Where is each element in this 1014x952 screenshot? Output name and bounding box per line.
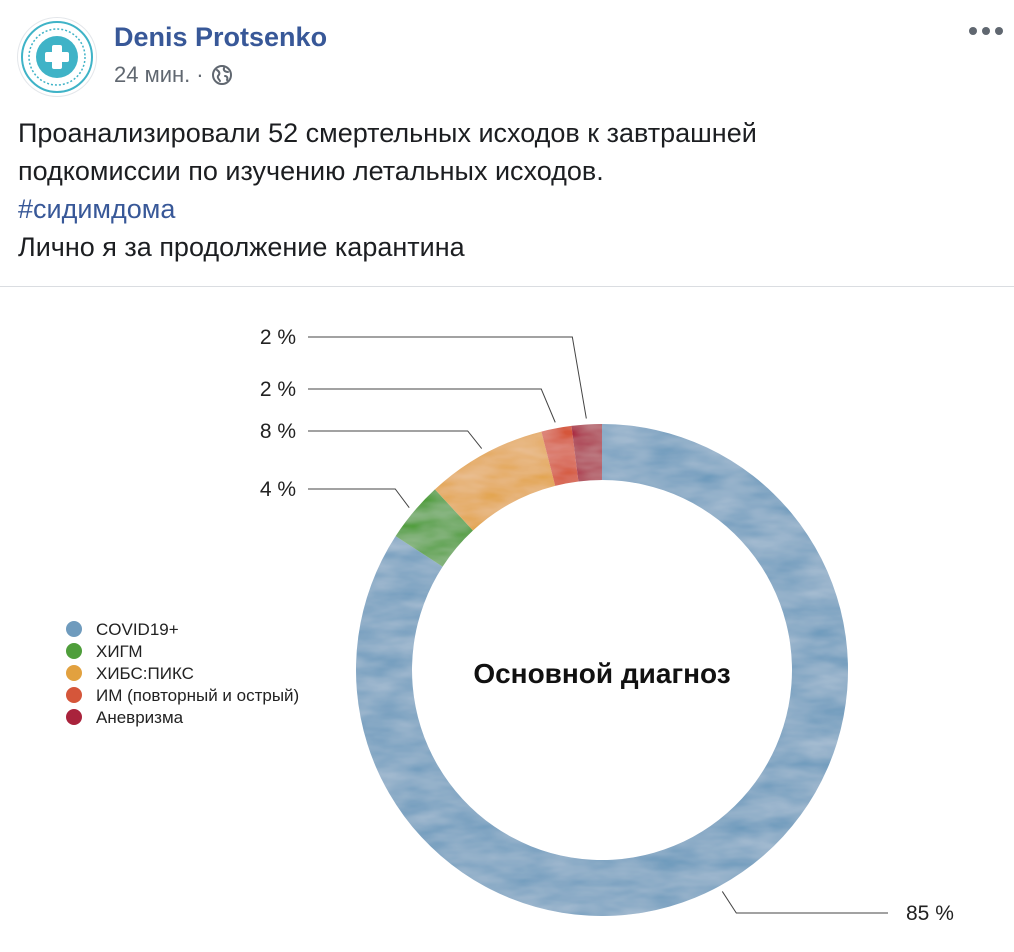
post-image-chart[interactable]: 85 % 4 % 8 % 2 % 2 % Основной диагноз COVID1…	[0, 287, 1014, 952]
slice-2	[434, 431, 556, 531]
author-name-link[interactable]: Denis Protsenko	[114, 22, 328, 52]
chart-title: Основной диагноз	[473, 658, 730, 689]
legend-label-3: ИМ (повторный и острый)	[96, 686, 299, 705]
data-label-3: 2 %	[260, 378, 296, 401]
slice-4	[571, 424, 602, 482]
data-label-2: 8 %	[260, 420, 296, 443]
legend-swatch-2	[66, 665, 82, 681]
medical-cross-logo-icon	[21, 21, 93, 93]
leader-line-4	[308, 336, 587, 419]
divider	[0, 286, 1014, 287]
more-options-icon[interactable]	[964, 18, 1008, 44]
leader-line-1	[308, 488, 410, 508]
post-meta: 24 мин. ·	[114, 62, 233, 88]
legend-label-2: ХИБС:ПИКС	[96, 664, 194, 683]
meta-separator: ·	[196, 62, 204, 87]
post-text-line: Лично я за продолжение карантина	[18, 232, 465, 262]
legend-label-1: ХИГМ	[96, 642, 143, 661]
post-text-line: Проанализировали 52 смертельных исходов …	[18, 118, 757, 148]
legend-swatch-1	[66, 643, 82, 659]
post-text: Проанализировали 52 смертельных исходов …	[18, 114, 978, 266]
globe-icon[interactable]	[211, 64, 233, 86]
slice-3	[541, 425, 579, 486]
data-label-0: 85 %	[906, 902, 954, 925]
data-label-1: 4 %	[260, 478, 296, 501]
post-text-line: подкомиссии по изучению летальных исходо…	[18, 156, 604, 186]
hashtag-link[interactable]: #сидимдома	[18, 194, 176, 224]
legend-label-4: Аневризма	[96, 708, 184, 727]
legend-label-0: COVID19+	[96, 620, 179, 639]
legend-swatch-3	[66, 687, 82, 703]
post-timestamp-link[interactable]: 24 мин.	[114, 62, 191, 87]
leader-line-3	[308, 388, 556, 423]
legend-swatch-4	[66, 709, 82, 725]
donut-chart: 85 % 4 % 8 % 2 % 2 % Основной диагноз COVID1…	[66, 326, 954, 925]
slice-1	[395, 489, 473, 567]
leader-line-2	[308, 430, 483, 449]
legend-swatch-0	[66, 621, 82, 637]
data-label-4: 2 %	[260, 326, 296, 349]
leader-line-0	[721, 891, 888, 914]
avatar[interactable]	[18, 18, 96, 96]
